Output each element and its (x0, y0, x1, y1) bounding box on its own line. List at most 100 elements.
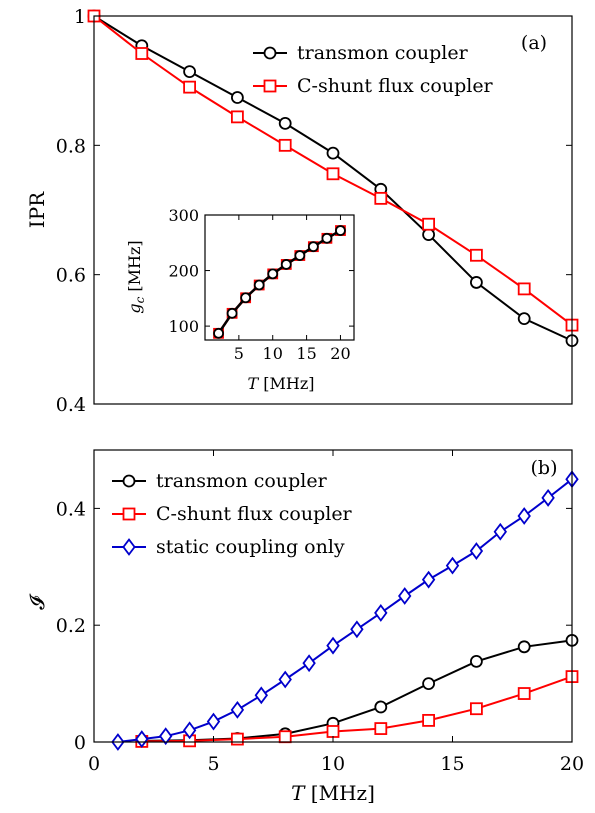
square-data-point (517, 282, 531, 296)
y-tick-label: 0.4 (56, 394, 86, 416)
x-tick-label: 15 (440, 753, 464, 775)
panel-b: 0 5 10 15 20 0 0.2 0.4 transmon coupler C-shunt f… (25, 449, 584, 805)
series-line-transmon-coupler (141, 639, 573, 742)
circle-data-point (374, 700, 388, 714)
circle-data-point (517, 312, 531, 326)
series-line-c-shunt-flux-coupler (141, 675, 573, 743)
square-data-point (183, 80, 197, 94)
legend-entry: transmon coupler (156, 470, 328, 492)
x-tick-label: 20 (560, 753, 584, 775)
x-tick-label: 10 (263, 344, 283, 363)
circle-data-point (469, 276, 483, 289)
plot-frame (204, 214, 355, 341)
circle-data-point (517, 640, 531, 654)
diamond-data-point (230, 700, 245, 719)
legend-diamond-marker (122, 538, 136, 556)
x-tick-label: 15 (296, 344, 316, 363)
diamond-data-point (350, 620, 364, 639)
circle-data-point (422, 677, 436, 690)
circle-data-point (280, 259, 292, 270)
y-tick-label: 1 (74, 6, 86, 28)
circle-data-point (267, 268, 279, 280)
square-data-point (469, 702, 483, 716)
inset-x-axis-label: T [MHz] (247, 374, 314, 393)
x-tick-label: 10 (321, 753, 345, 775)
diamond-data-point (159, 727, 173, 746)
series-line-unnamed-1 (217, 229, 342, 335)
square-data-point (422, 713, 436, 727)
panel-label: (a) (521, 32, 547, 54)
square-data-point (374, 191, 388, 205)
inset-panel: 5 10 15 20 100 200 300 T [MHz] gc [MHz] (125, 206, 355, 393)
legend-entry: C-shunt flux coupler (297, 75, 494, 97)
circle-data-point (226, 307, 238, 319)
x-axis-label: T [MHz] (291, 781, 375, 805)
y-tick-label: 0 (74, 732, 86, 754)
diamond-data-point (135, 730, 149, 749)
y-tick-label: 0.2 (56, 615, 86, 637)
circle-data-point (213, 327, 224, 339)
y-tick-label: 0.6 (56, 265, 86, 287)
diamond-data-point (445, 556, 460, 575)
y-tick-label: 300 (168, 206, 199, 225)
diamond-data-point (493, 522, 507, 541)
circle-data-point (469, 655, 483, 668)
x-tick-label: 5 (207, 753, 219, 775)
legend-entry: transmon coupler (297, 42, 469, 64)
legend-square-marker (122, 507, 136, 521)
circle-data-point (422, 228, 436, 241)
circle-data-point (307, 241, 319, 253)
circle-data-point (240, 292, 252, 304)
diamond-data-point (182, 721, 197, 740)
diamond-data-point (517, 507, 531, 525)
y-tick-label: 100 (168, 317, 199, 336)
plot-frame (93, 449, 573, 743)
y-axis-label: IPR (25, 191, 49, 228)
square-data-point (135, 47, 149, 60)
square-data-point (326, 725, 340, 738)
x-tick-label: 5 (234, 344, 244, 363)
legend-entry: C-shunt flux coupler (156, 503, 353, 525)
square-data-point (230, 110, 244, 124)
diamond-data-point (541, 488, 555, 507)
legend-circle-marker (263, 46, 277, 60)
diamond-data-point (421, 570, 436, 589)
legend-square-marker (263, 79, 277, 93)
diamond-data-point (278, 670, 292, 689)
circle-data-point (335, 225, 346, 236)
circle-data-point (230, 91, 244, 104)
diamond-data-point (206, 712, 221, 731)
circle-data-point (278, 116, 292, 130)
legend-entry: static coupling only (156, 536, 345, 558)
circle-data-point (183, 65, 197, 79)
square-data-point (469, 248, 483, 262)
diamond-data-point (326, 636, 340, 655)
panel-a: 0.4 0.6 0.8 1 transmon coupler C-shunt flux c… (25, 6, 579, 416)
circle-data-point (253, 279, 265, 291)
plot-frame (93, 15, 573, 405)
circle-data-point (326, 146, 340, 160)
panel-label: (b) (531, 457, 558, 479)
square-data-point (230, 732, 244, 746)
square-data-point (326, 167, 340, 181)
diamond-data-point (398, 587, 412, 605)
circle-data-point (321, 232, 333, 244)
square-data-point (422, 217, 436, 231)
square-data-point (278, 138, 292, 152)
y-tick-label: 0.8 (56, 135, 86, 157)
square-data-point (374, 722, 388, 735)
y-tick-label: 0.4 (56, 498, 86, 520)
diamond-data-point (469, 542, 484, 560)
diamond-data-point (302, 654, 316, 673)
inset-y-axis-label: gc [MHz] (125, 240, 147, 313)
square-data-point (278, 730, 292, 744)
diamond-data-point (374, 604, 388, 622)
legend-circle-marker (122, 474, 136, 488)
y-tick-label: 200 (168, 262, 199, 281)
x-tick-label: 20 (330, 344, 350, 363)
circle-data-point (294, 250, 306, 261)
y-axis-label: 𝓘 (25, 593, 49, 610)
diamond-data-point (254, 686, 268, 705)
square-data-point (517, 687, 531, 700)
